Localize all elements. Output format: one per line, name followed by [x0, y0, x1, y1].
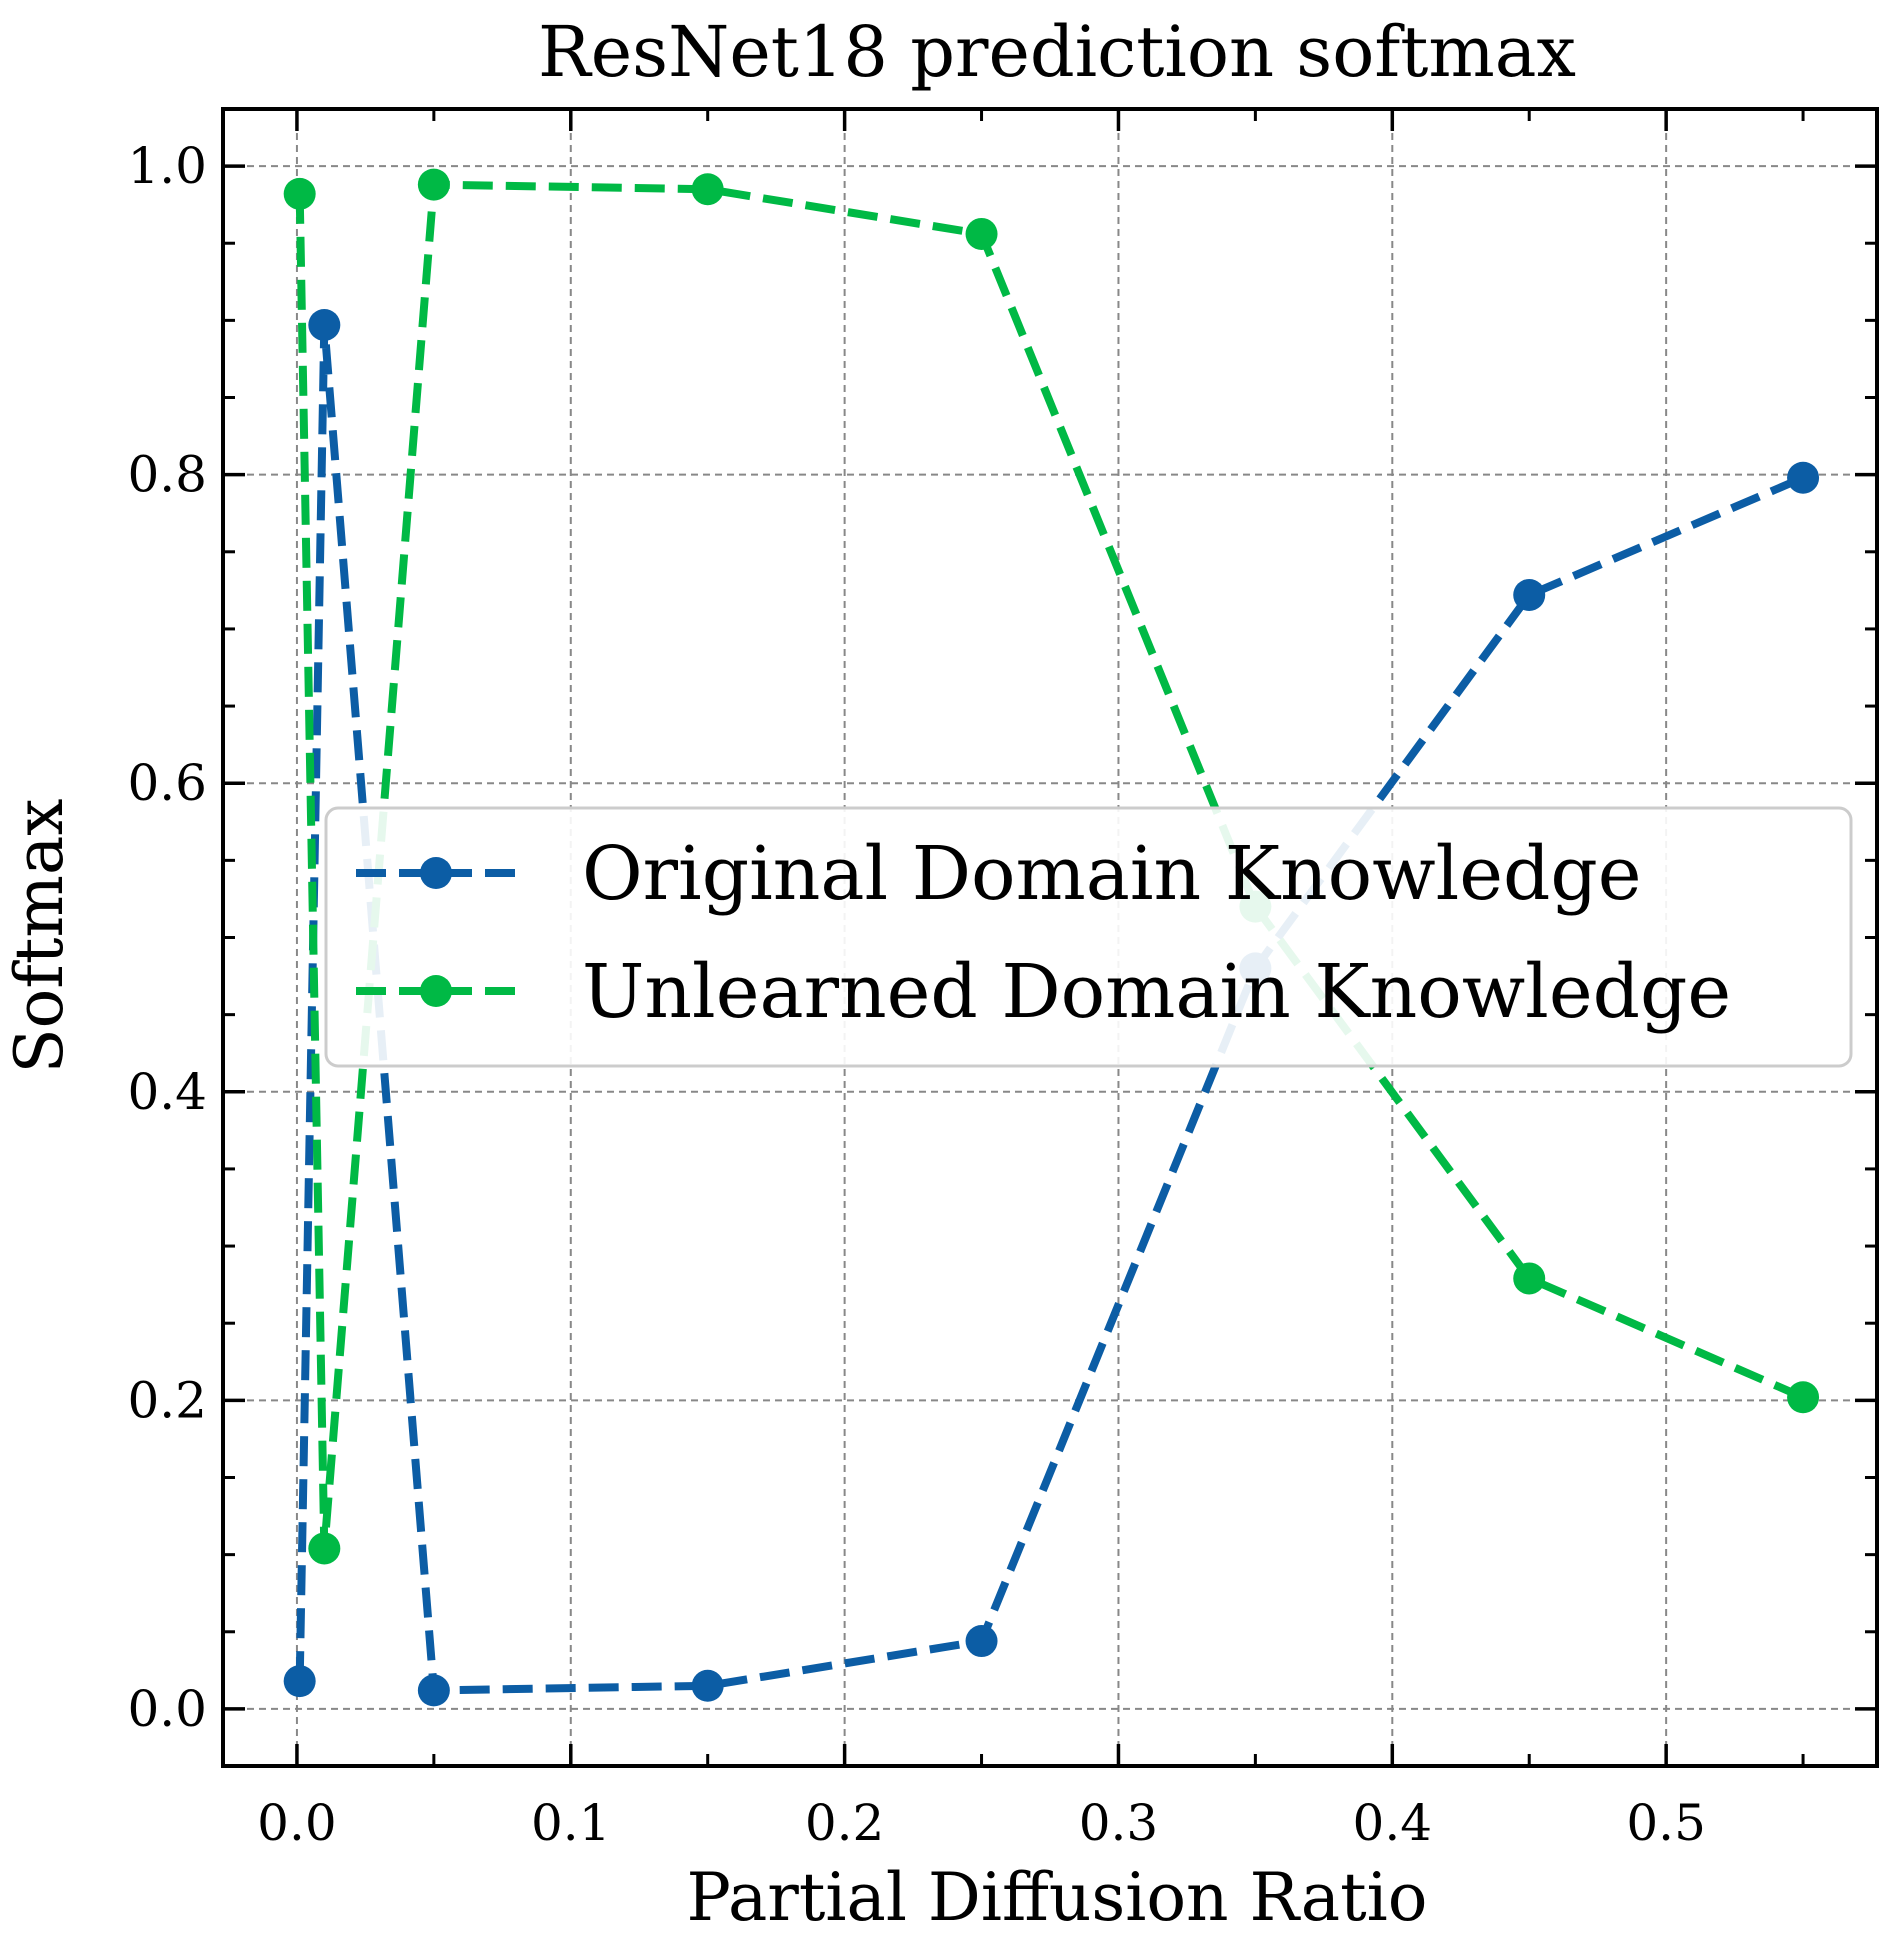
x-tick-label: 0.3: [1079, 1794, 1159, 1852]
data-point-unlearned: [1787, 1381, 1820, 1414]
data-point-unlearned: [691, 173, 724, 206]
series-original: [283, 308, 1820, 1707]
data-point-original: [965, 1625, 998, 1658]
x-tick-label: 0.5: [1626, 1794, 1706, 1852]
chart-title: ResNet18 prediction softmax: [538, 11, 1576, 93]
data-point-unlearned: [1513, 1262, 1546, 1295]
x-tick-label: 0.4: [1353, 1794, 1433, 1852]
data-point-original: [417, 1674, 450, 1707]
x-tick-label: 0.2: [805, 1794, 885, 1852]
x-tick-label: 0.1: [531, 1794, 611, 1852]
series-unlearned: [283, 168, 1820, 1565]
series-layer: [283, 168, 1820, 1707]
series-line-original: [295, 320, 1805, 1695]
data-point-original: [1513, 578, 1546, 611]
legend-item-unlearned: Unlearned Domain Knowledge: [356, 949, 1731, 1035]
x-axis-label: Partial Diffusion Ratio: [687, 1859, 1428, 1936]
plot-frame: [221, 107, 1879, 1768]
legend-label: Unlearned Domain Knowledge: [582, 949, 1731, 1035]
y-tick-labels: 0.0 0.2 0.4 0.6 0.8 1.0: [127, 137, 207, 1738]
legend-box: [324, 806, 1853, 1068]
data-point-unlearned: [417, 168, 450, 201]
data-point-unlearned: [283, 177, 316, 210]
x-tick-label: 0.0: [257, 1794, 337, 1852]
data-point-unlearned: [965, 217, 998, 250]
legend-label: Original Domain Knowledge: [582, 831, 1642, 917]
y-tick-label: 0.4: [127, 1063, 207, 1121]
data-point-original: [283, 1665, 316, 1698]
y-tick-label: 0.2: [127, 1371, 207, 1429]
y-tick-label: 0.0: [127, 1680, 207, 1738]
x-tick-labels: 0.0 0.1 0.2 0.3 0.4 0.5: [257, 1794, 1706, 1852]
legend: Original Domain Knowledge Unlearned Domai…: [324, 806, 1853, 1068]
data-point-original: [308, 308, 341, 341]
y-tick-label: 0.6: [127, 754, 207, 812]
legend-swatch-marker: [420, 857, 452, 889]
y-tick-label: 1.0: [127, 137, 207, 195]
y-axis-label: Softmax: [1, 798, 78, 1073]
y-tick-label: 0.8: [127, 446, 207, 504]
legend-items: Original Domain Knowledge Unlearned Domai…: [356, 831, 1731, 1035]
data-point-original: [1787, 461, 1820, 494]
legend-swatch-marker: [420, 975, 452, 1007]
legend-item-original: Original Domain Knowledge: [356, 831, 1642, 917]
data-point-unlearned: [308, 1532, 341, 1565]
data-point-original: [691, 1669, 724, 1702]
